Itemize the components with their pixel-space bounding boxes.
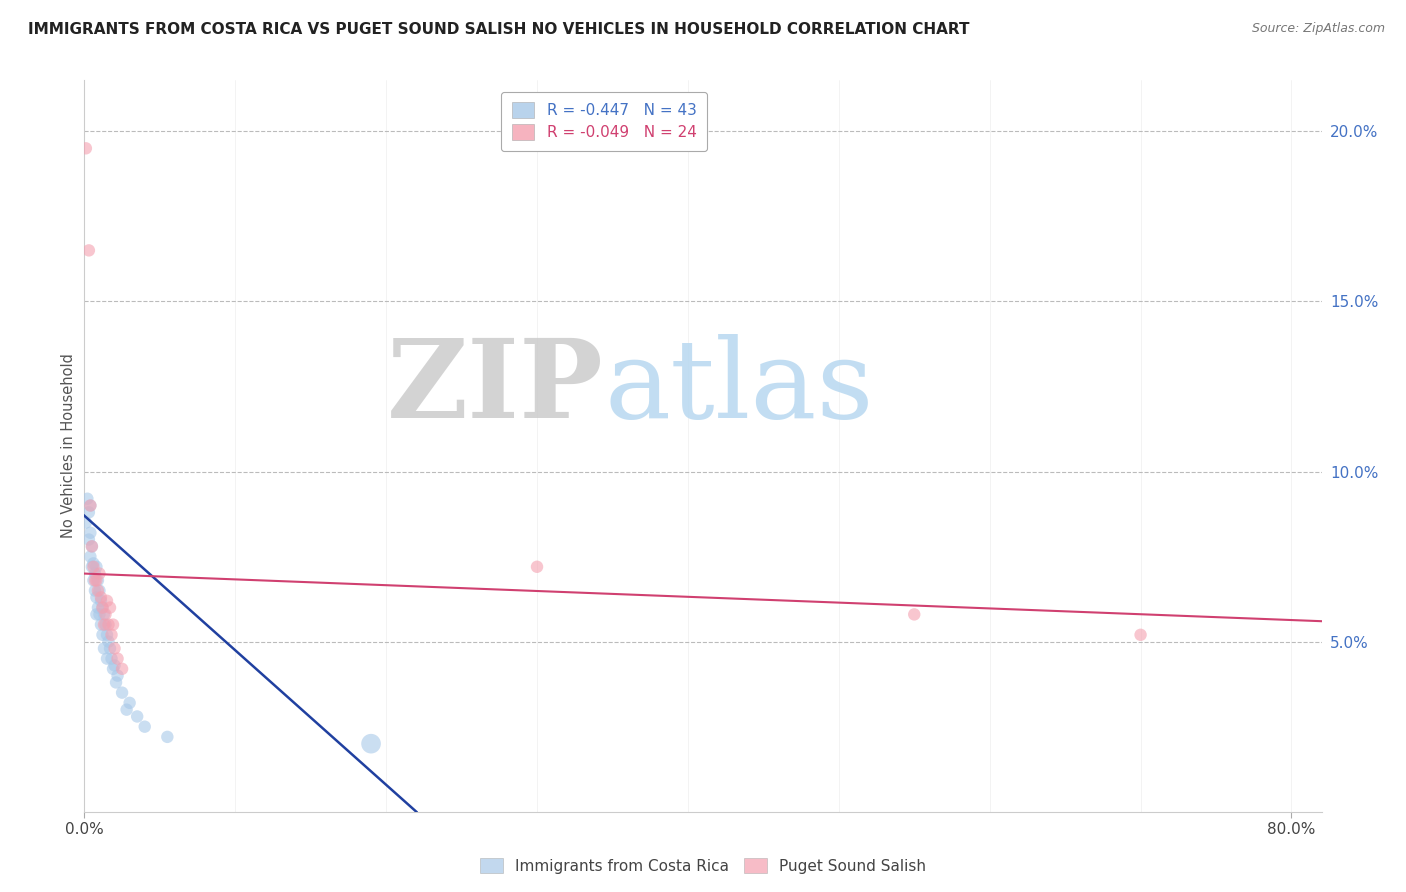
Point	[75, 516, 97, 530]
Point	[93, 607, 115, 622]
Point	[98, 600, 121, 615]
Point	[87, 574, 110, 588]
Text: Source: ZipAtlas.com: Source: ZipAtlas.com	[1251, 22, 1385, 36]
Point	[96, 594, 118, 608]
Point	[87, 600, 110, 615]
Point	[97, 634, 120, 648]
Text: ZIP: ZIP	[387, 334, 605, 441]
Point	[86, 607, 108, 622]
Point	[115, 703, 138, 717]
Point	[127, 709, 149, 723]
Point	[79, 525, 101, 540]
Point	[903, 607, 925, 622]
Point	[79, 499, 101, 513]
Point	[87, 583, 110, 598]
Point	[82, 559, 104, 574]
Point	[107, 651, 129, 665]
Legend: R = -0.447   N = 43, R = -0.049   N = 24: R = -0.447 N = 43, R = -0.049 N = 24	[501, 92, 707, 151]
Point	[103, 641, 125, 656]
Point	[111, 686, 134, 700]
Point	[80, 540, 103, 554]
Point	[77, 533, 100, 547]
Point	[89, 607, 111, 622]
Point	[80, 540, 103, 554]
Point	[84, 583, 107, 598]
Point	[100, 651, 122, 665]
Point	[77, 505, 100, 519]
Point	[105, 675, 128, 690]
Point	[91, 628, 114, 642]
Point	[97, 617, 120, 632]
Point	[79, 549, 101, 564]
Point	[77, 244, 100, 258]
Point	[86, 559, 108, 574]
Point	[96, 651, 118, 665]
Point	[93, 617, 115, 632]
Point	[107, 668, 129, 682]
Y-axis label: No Vehicles in Household: No Vehicles in Household	[60, 353, 76, 539]
Legend: Immigrants from Costa Rica, Puget Sound Salish: Immigrants from Costa Rica, Puget Sound …	[474, 852, 932, 880]
Point	[111, 662, 134, 676]
Point	[101, 662, 124, 676]
Point	[96, 628, 118, 642]
Point	[94, 607, 117, 622]
Point	[526, 559, 548, 574]
Text: atlas: atlas	[605, 334, 873, 441]
Point	[91, 600, 114, 615]
Point	[75, 141, 97, 155]
Point	[84, 574, 107, 588]
Point	[134, 720, 156, 734]
Point	[90, 594, 112, 608]
Point	[82, 557, 104, 571]
Point	[89, 566, 111, 581]
Point	[86, 591, 108, 605]
Point	[76, 491, 98, 506]
Text: IMMIGRANTS FROM COSTA RICA VS PUGET SOUND SALISH NO VEHICLES IN HOUSEHOLD CORREL: IMMIGRANTS FROM COSTA RICA VS PUGET SOUN…	[28, 22, 970, 37]
Point	[156, 730, 179, 744]
Point	[93, 641, 115, 656]
Point	[360, 737, 382, 751]
Point	[103, 658, 125, 673]
Point	[79, 499, 101, 513]
Point	[91, 600, 114, 615]
Point	[86, 574, 108, 588]
Point	[100, 628, 122, 642]
Point	[90, 591, 112, 605]
Point	[94, 617, 117, 632]
Point	[98, 641, 121, 656]
Point	[118, 696, 141, 710]
Point	[84, 566, 107, 581]
Point	[80, 559, 103, 574]
Point	[82, 574, 104, 588]
Point	[89, 583, 111, 598]
Point	[1129, 628, 1152, 642]
Point	[101, 617, 124, 632]
Point	[90, 617, 112, 632]
